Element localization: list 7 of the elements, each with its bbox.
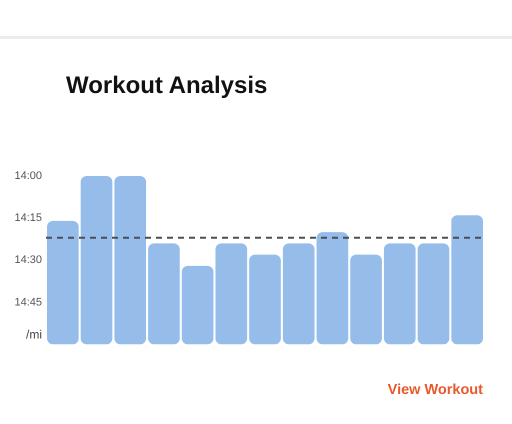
- y-tick-label: 14:15: [14, 212, 42, 224]
- chart-title: Workout Analysis: [66, 72, 268, 100]
- y-axis-title: /mi: [26, 328, 42, 342]
- y-tick-label: 14:30: [14, 254, 42, 266]
- text: View Workout: [388, 382, 483, 398]
- y-tick-label: 14:45: [14, 296, 42, 308]
- y-tick-label: 14:00: [14, 170, 42, 182]
